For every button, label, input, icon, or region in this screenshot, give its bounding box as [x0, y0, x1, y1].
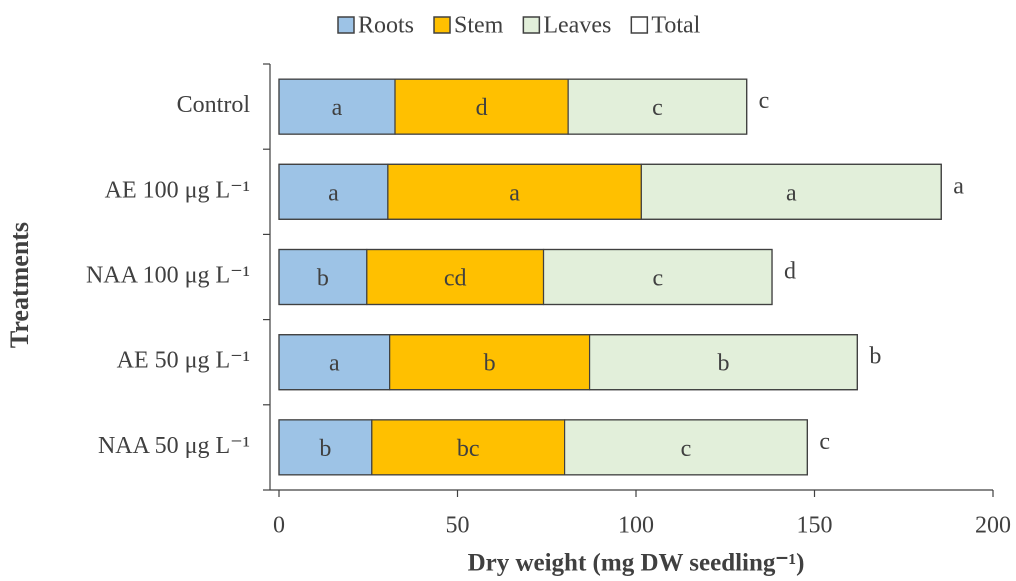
x-tick-label: 50	[446, 513, 470, 539]
legend-swatch	[337, 16, 355, 34]
total-bar	[278, 248, 773, 306]
total-bar	[278, 334, 858, 391]
legend-label: Roots	[358, 13, 414, 39]
y-axis-title: Treatments	[5, 222, 34, 348]
legend-label: Leaves	[543, 13, 611, 39]
x-tick-label: 200	[975, 513, 1011, 539]
bar-segment	[542, 248, 773, 306]
x-tick-label: 150	[797, 513, 833, 539]
segment-letter: d	[476, 95, 488, 121]
legend-swatch	[630, 16, 649, 34]
bar-segment	[640, 163, 942, 220]
x-tick-label: 100	[618, 513, 654, 539]
bar-segment	[387, 163, 642, 220]
segment-letter: b	[319, 436, 331, 462]
total-letter: c	[819, 429, 830, 455]
y-tick-label: Control	[177, 92, 251, 118]
segment-letter: b	[317, 266, 329, 292]
segment-letter: c	[681, 436, 692, 462]
segment-letter: c	[652, 95, 663, 121]
x-tick-label: 0	[273, 513, 285, 539]
legend-swatch	[522, 16, 541, 34]
legend-label: Total	[651, 13, 700, 39]
bar-segment	[371, 419, 566, 476]
total-bar	[278, 78, 748, 135]
segment-letter: a	[328, 180, 339, 206]
legend-swatch	[433, 16, 451, 34]
total-bar	[278, 163, 942, 220]
bar-segment	[563, 419, 808, 476]
total-bar	[278, 419, 808, 476]
bar-segment	[567, 78, 748, 135]
segment-letter: a	[786, 180, 797, 206]
bar-segment	[278, 78, 396, 135]
legend-label: Stem	[454, 13, 504, 39]
y-tick-label: NAA 50 μg L⁻¹	[98, 433, 250, 459]
total-letter: c	[759, 88, 770, 114]
segment-letter: a	[329, 351, 340, 377]
total-letter: b	[869, 344, 881, 370]
segment-letter: c	[652, 266, 663, 292]
y-tick-label: NAA 100 μg L⁻¹	[86, 263, 250, 289]
x-axis-title: Dry weight (mg DW seedling⁻¹)	[468, 550, 805, 577]
y-tick-label: AE 100 μg L⁻¹	[105, 177, 250, 203]
segment-letter: bc	[457, 436, 480, 462]
total-letter: d	[784, 259, 796, 285]
total-letter: a	[953, 173, 964, 199]
segment-letter: b	[717, 351, 729, 377]
segment-letter: a	[332, 95, 343, 121]
segment-letter: a	[509, 180, 520, 206]
y-tick-label: AE 50 μg L⁻¹	[117, 348, 250, 374]
segment-letter: cd	[444, 266, 467, 292]
segment-letter: b	[484, 351, 496, 377]
